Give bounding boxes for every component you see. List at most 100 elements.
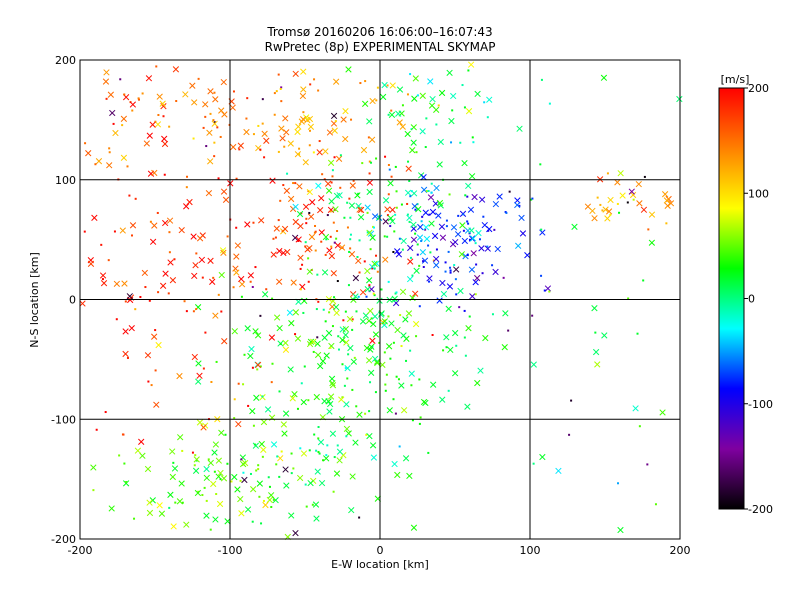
data-point-cross — [215, 457, 223, 464]
data-point-cross — [215, 473, 222, 480]
data-point-cross — [617, 170, 624, 177]
data-point-cross — [391, 295, 398, 302]
data-point-dot — [387, 315, 390, 318]
data-point-cross — [379, 361, 386, 368]
data-point-cross — [450, 92, 457, 100]
data-point-cross — [676, 95, 683, 103]
data-point-dot — [447, 250, 450, 253]
data-point-dot — [468, 232, 471, 235]
data-point-dot — [406, 202, 409, 205]
data-point-dot — [462, 213, 465, 216]
data-point-dot — [636, 332, 639, 335]
data-point-dot — [317, 426, 320, 429]
data-point-cross — [198, 256, 206, 264]
data-point-cross — [254, 361, 262, 369]
data-point-cross — [402, 455, 410, 462]
data-point-dot — [123, 93, 126, 96]
data-point-dot — [240, 458, 243, 461]
data-point-cross — [156, 93, 163, 100]
data-point-cross — [318, 479, 326, 487]
data-point-cross — [237, 142, 244, 149]
data-point-cross — [294, 151, 302, 158]
data-point-dot — [294, 333, 297, 336]
data-point-cross — [182, 91, 189, 98]
data-point-cross — [299, 92, 307, 100]
data-point-dot — [599, 203, 602, 206]
data-point-cross — [319, 358, 327, 365]
data-point-cross — [281, 430, 288, 437]
data-point-dot — [609, 213, 612, 216]
data-point-dot — [462, 229, 465, 232]
data-point-cross — [151, 333, 158, 340]
data-point-cross — [103, 69, 110, 76]
data-point-cross — [218, 271, 225, 279]
data-point-cross — [316, 149, 323, 156]
data-point-cross — [433, 255, 440, 263]
data-point-dot — [363, 260, 366, 263]
data-point-cross — [292, 203, 299, 211]
data-point-cross — [321, 398, 328, 405]
data-point-dot — [192, 310, 195, 313]
data-point-cross — [326, 129, 334, 136]
data-point-dot — [276, 455, 279, 458]
data-point-dot — [325, 238, 328, 241]
data-point-cross — [381, 81, 388, 89]
data-point-cross — [524, 252, 531, 259]
data-point-dot — [137, 97, 140, 100]
data-point-cross — [172, 66, 180, 73]
plot-frame — [79, 59, 681, 540]
data-point-dot — [197, 490, 200, 493]
data-point-cross — [268, 334, 276, 341]
data-point-cross — [281, 225, 289, 233]
data-point-cross — [410, 139, 417, 146]
data-point-dot — [259, 314, 262, 317]
data-point-cross — [389, 218, 396, 225]
data-point-cross — [129, 101, 137, 108]
data-point-cross — [356, 206, 363, 213]
data-point-dot — [351, 318, 354, 321]
data-point-cross — [501, 344, 508, 351]
data-point-cross — [270, 251, 277, 258]
data-point-dot — [322, 459, 325, 462]
data-point-dot — [181, 449, 184, 452]
data-point-dot — [330, 181, 333, 184]
data-point-dot — [207, 458, 210, 461]
data-point-cross — [286, 309, 294, 316]
data-point-dot — [217, 293, 220, 296]
scatter-points — [79, 61, 683, 541]
data-point-dot — [464, 354, 467, 357]
data-point-cross — [146, 509, 154, 517]
data-point-dot — [317, 450, 320, 453]
data-point-dot — [467, 222, 470, 225]
data-point-cross — [394, 248, 401, 255]
data-point-cross — [287, 366, 294, 373]
data-point-cross — [379, 93, 387, 101]
data-point-dot — [435, 123, 438, 126]
data-point-cross — [315, 182, 322, 189]
data-point-dot — [299, 288, 302, 291]
data-point-dot — [296, 407, 299, 410]
data-point-cross — [221, 111, 228, 118]
data-point-dot — [317, 437, 320, 440]
data-point-cross — [287, 140, 294, 147]
data-point-cross — [326, 247, 333, 254]
data-point-dot — [346, 226, 349, 229]
data-point-cross — [420, 174, 427, 181]
data-point-cross — [328, 198, 335, 205]
data-point-cross — [336, 457, 343, 464]
data-point-cross — [283, 187, 290, 194]
data-point-cross — [144, 352, 152, 359]
data-point-cross — [244, 221, 251, 228]
data-point-dot — [257, 124, 260, 127]
data-point-cross — [306, 340, 314, 348]
data-point-dot — [255, 469, 258, 472]
data-point-cross — [292, 234, 299, 241]
data-point-cross — [591, 305, 598, 312]
data-point-cross — [231, 473, 238, 481]
data-point-cross — [221, 338, 228, 345]
data-point-cross — [313, 515, 320, 522]
data-point-cross — [304, 246, 311, 253]
data-point-dot — [429, 251, 432, 254]
data-point-cross — [261, 291, 269, 298]
data-point-cross — [122, 350, 129, 358]
